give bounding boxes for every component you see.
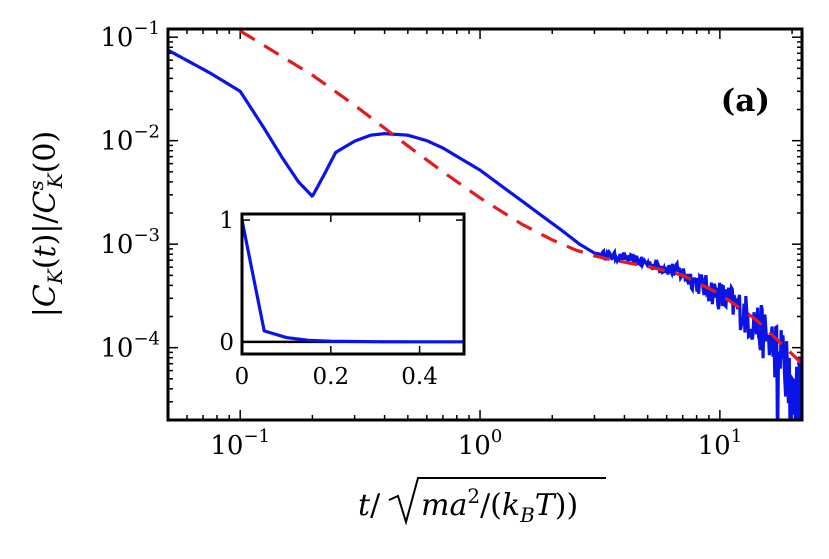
panel-label: (a) — [721, 83, 770, 119]
y-tick-label: 10−4 — [100, 329, 160, 364]
inset-plot-area — [242, 214, 464, 354]
sqrt-radical-sign — [388, 477, 606, 526]
x-tick-label: 100 — [458, 426, 503, 461]
inset-y-tick-label: 1 — [219, 208, 234, 234]
svg-text:ma2/(kBT)): ma2/(kBT)) — [421, 484, 578, 527]
y-tick-label: 10−3 — [100, 225, 160, 260]
inset-x-tick-label: 0.4 — [401, 364, 438, 390]
inset-tick-labels: 0 0.2 0.4 0 1 — [219, 208, 438, 390]
x-axis-label: t/ ma2/(kBT)) — [358, 477, 606, 527]
main-series-layer — [168, 29, 802, 420]
y-axis-label: |CK(t)|/CsK(0) — [24, 131, 67, 317]
y-tick-label: 10−1 — [100, 18, 160, 53]
svg-text:|CK(t)|/CsK(0): |CK(t)|/CsK(0) — [24, 131, 67, 317]
inset-x-tick-label: 0 — [235, 364, 250, 390]
x-tick-label: 10−1 — [210, 426, 270, 461]
simulation-line — [168, 48, 802, 420]
inset-series-layer — [242, 219, 464, 344]
inset-series-line — [242, 219, 464, 344]
inset-axes-frame — [240, 212, 466, 356]
x-tick-label: 101 — [698, 426, 743, 461]
theory-dashed-line — [239, 29, 802, 365]
main-axes-frame — [166, 27, 804, 422]
inset-x-tick-label: 0.2 — [313, 364, 350, 390]
inset-y-tick-label: 0 — [219, 330, 234, 356]
y-tick-label: 10−2 — [100, 122, 160, 157]
svg-text:t/: t/ — [358, 488, 381, 523]
